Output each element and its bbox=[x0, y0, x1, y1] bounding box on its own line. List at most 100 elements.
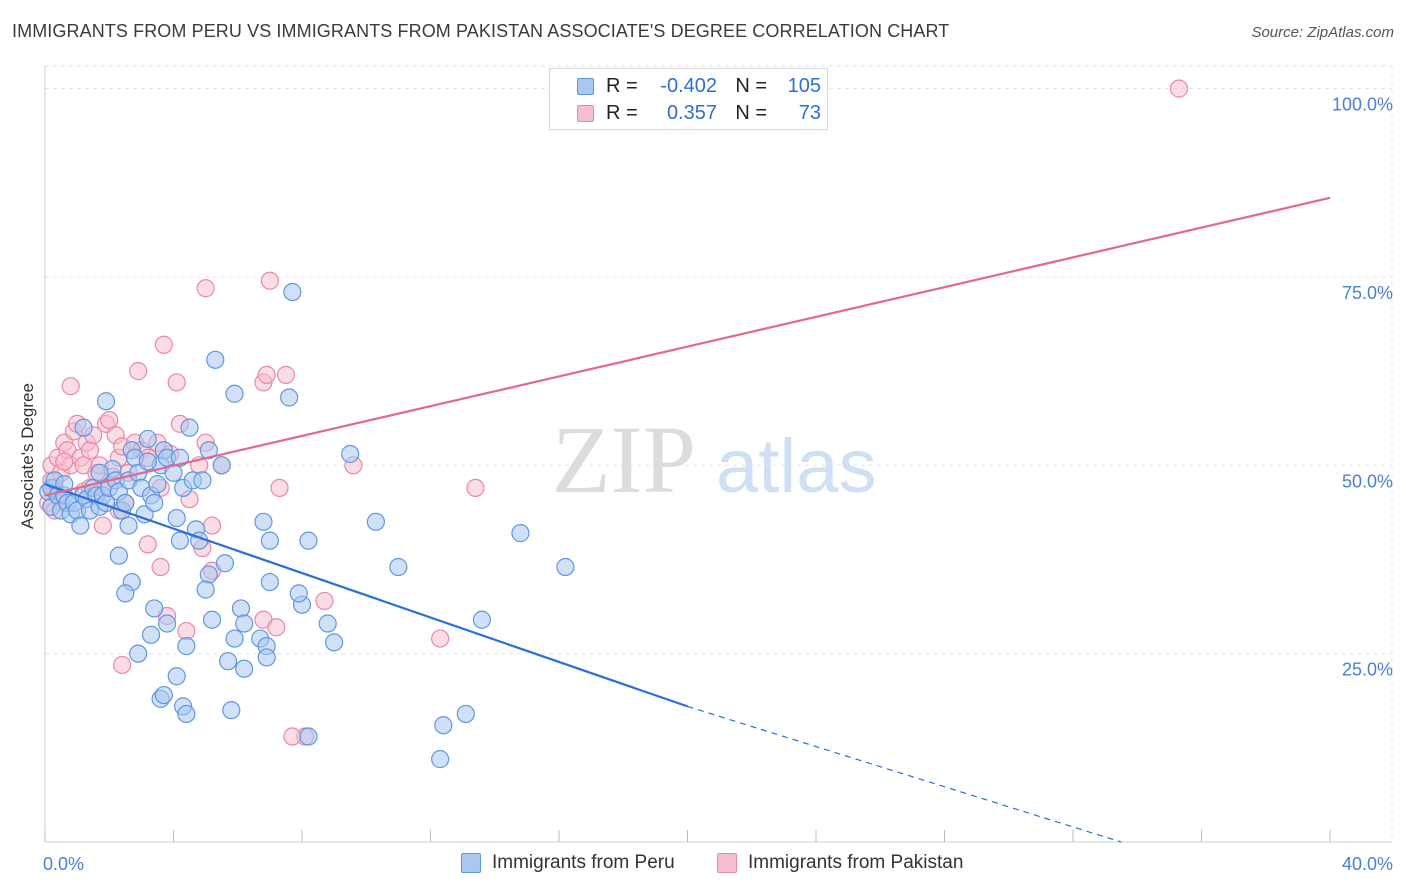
pakistan-point bbox=[61, 377, 80, 396]
peru-point bbox=[456, 704, 475, 724]
pakistan-trend-line bbox=[44, 196, 1331, 497]
peru-point bbox=[90, 463, 109, 482]
legend-row-pakistan: R = 0.357 N = 73 bbox=[577, 100, 821, 126]
bottom-legend-pakistan: Immigrants from Pakistan bbox=[717, 852, 963, 874]
peru-point bbox=[235, 614, 254, 633]
peru-point bbox=[202, 610, 222, 629]
peru-point bbox=[389, 557, 408, 577]
peru-point bbox=[215, 554, 234, 573]
x-tick-label: 40.0% bbox=[1342, 854, 1393, 874]
peru-point bbox=[341, 444, 360, 464]
peru-point bbox=[231, 599, 251, 618]
peru-point bbox=[289, 584, 308, 603]
peru-point bbox=[222, 701, 241, 720]
bottom-peru-swatch bbox=[461, 853, 481, 873]
peru-point bbox=[280, 388, 299, 407]
pakistan-point bbox=[100, 410, 119, 430]
y-tick-label: 25.0% bbox=[1342, 660, 1393, 680]
trend-lines bbox=[44, 196, 1331, 843]
peru-point bbox=[170, 531, 190, 550]
peru-point bbox=[74, 418, 93, 437]
pakistan-point bbox=[196, 279, 215, 298]
source-label: Source: ZipAtlas.com bbox=[1251, 24, 1394, 41]
pakistan-point bbox=[260, 271, 279, 290]
peru-point bbox=[325, 633, 344, 652]
peru-point bbox=[154, 685, 173, 705]
peru-point bbox=[299, 727, 318, 746]
pakistan-point bbox=[267, 618, 286, 637]
peru-point bbox=[109, 546, 128, 565]
legend-row-peru: R = -0.402 N = 105 bbox=[577, 73, 821, 99]
peru-n-value: 105 bbox=[787, 74, 821, 97]
pakistan-swatch bbox=[577, 104, 594, 122]
peru-point bbox=[260, 572, 279, 592]
peru-point bbox=[138, 452, 157, 471]
peru-point bbox=[71, 516, 90, 535]
y-tick-label: 75.0% bbox=[1342, 283, 1393, 303]
tick-labels: 25.0% 50.0% 75.0% 100.0% 0.0% 40.0% bbox=[43, 95, 1393, 874]
y-tick-label: 50.0% bbox=[1342, 471, 1393, 491]
correlation-legend: R = -0.402 N = 105 R = 0.357 N = 73 bbox=[549, 68, 828, 130]
peru-r-value: -0.402 bbox=[660, 74, 717, 97]
peru-point bbox=[199, 441, 218, 460]
pakistan-point bbox=[138, 535, 157, 554]
peru-point bbox=[225, 629, 244, 648]
pakistan-point bbox=[55, 452, 74, 471]
peru-point bbox=[283, 282, 302, 302]
x-tick-label: 0.0% bbox=[43, 854, 84, 874]
pakistan-point bbox=[177, 621, 196, 641]
pakistan-point bbox=[257, 365, 276, 384]
watermark: ZIP atlas bbox=[552, 406, 877, 513]
pakistan-point bbox=[80, 441, 100, 460]
peru-n-label: N = bbox=[735, 74, 767, 97]
peru-point bbox=[138, 429, 157, 449]
peru-point bbox=[193, 471, 212, 490]
peru-point bbox=[96, 392, 116, 411]
peru-point bbox=[366, 512, 385, 531]
gridlines bbox=[45, 65, 1392, 655]
peru-point bbox=[235, 659, 254, 678]
peru-point bbox=[170, 448, 190, 467]
peru-trend-extension bbox=[687, 705, 1122, 843]
peru-point bbox=[141, 625, 161, 644]
peru-point bbox=[206, 350, 225, 369]
pakistan-point bbox=[1169, 79, 1189, 98]
peru-point bbox=[219, 652, 238, 671]
peru-point bbox=[148, 475, 167, 494]
peru-point bbox=[167, 508, 186, 528]
peru-point bbox=[299, 531, 318, 550]
pakistan-point bbox=[112, 655, 132, 675]
peru-swatch bbox=[577, 77, 594, 95]
peru-point bbox=[212, 456, 231, 475]
peru-point bbox=[157, 614, 177, 633]
pakistan-point bbox=[270, 478, 289, 498]
y-tick-label: 100.0% bbox=[1332, 95, 1393, 115]
peru-point bbox=[260, 531, 279, 550]
bottom-pakistan-label: Immigrants from Pakistan bbox=[748, 852, 964, 873]
peru-point bbox=[434, 716, 453, 735]
pakistan-point bbox=[283, 727, 302, 746]
axes bbox=[44, 66, 1393, 843]
chart-title: IMMIGRANTS FROM PERU VS IMMIGRANTS FROM … bbox=[12, 21, 950, 41]
peru-point bbox=[254, 512, 273, 531]
peru-point bbox=[196, 580, 215, 599]
bottom-legend-peru: Immigrants from Peru bbox=[461, 852, 675, 874]
pakistan-point bbox=[315, 591, 334, 611]
watermark-atlas: atlas bbox=[716, 424, 877, 509]
pakistan-point bbox=[151, 557, 170, 577]
peru-points bbox=[39, 282, 575, 769]
pakistan-point bbox=[93, 516, 112, 535]
peru-point bbox=[167, 667, 186, 686]
peru-point bbox=[257, 648, 276, 667]
peru-point bbox=[318, 614, 337, 633]
peru-point bbox=[511, 524, 530, 543]
peru-point bbox=[116, 584, 135, 603]
peru-point bbox=[431, 750, 450, 769]
peru-point bbox=[129, 644, 148, 663]
pakistan-n-label: N = bbox=[735, 101, 767, 124]
pakistan-r-value: 0.357 bbox=[666, 101, 717, 124]
pakistan-point bbox=[167, 373, 186, 392]
peru-point bbox=[164, 463, 183, 482]
peru-trend-line bbox=[44, 483, 688, 708]
